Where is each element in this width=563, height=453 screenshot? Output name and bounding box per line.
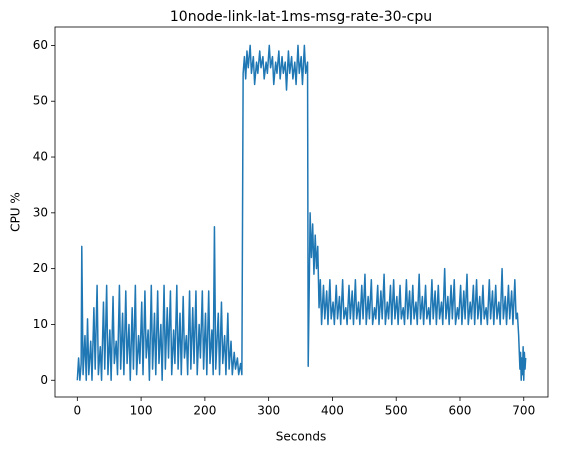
y-tick-label: 10 [33, 317, 48, 331]
y-tick-label: 50 [33, 94, 48, 108]
x-tick-label: 300 [257, 404, 280, 418]
y-tick-label: 20 [33, 261, 48, 275]
y-tick-label: 60 [33, 38, 48, 52]
x-tick-label: 0 [74, 404, 82, 418]
chart-title: 10node-link-lat-1ms-msg-rate-30-cpu [170, 9, 432, 25]
plot-frame [54, 26, 549, 398]
y-axis-label: CPU % [9, 192, 23, 232]
x-tick-label: 100 [130, 404, 153, 418]
y-tick-label: 30 [33, 205, 48, 219]
x-axis-label: Seconds [276, 430, 326, 444]
y-tick-label: 0 [40, 373, 48, 387]
x-tick-label: 500 [385, 404, 408, 418]
x-tick-label: 200 [193, 404, 216, 418]
data-line [76, 44, 527, 382]
x-tick-label: 600 [449, 404, 472, 418]
y-tick-label: 40 [33, 150, 48, 164]
x-tick-label: 700 [512, 404, 535, 418]
x-tick-label: 400 [321, 404, 344, 418]
